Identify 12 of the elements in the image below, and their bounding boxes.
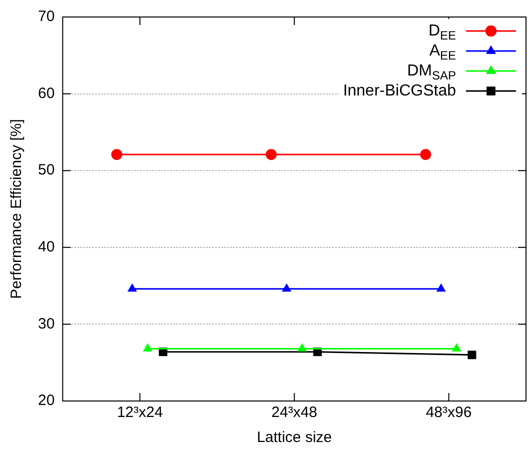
- y-tick-label: 40: [38, 238, 55, 256]
- x-tick-label: 12³x24: [116, 404, 163, 422]
- y-tick-label: 30: [38, 315, 55, 332]
- y-tick-label: 70: [38, 8, 55, 26]
- legend-label: Inner-BiCGStab: [343, 82, 456, 100]
- y-axis-title: Performance Efficiency [%]: [8, 119, 26, 299]
- x-tick-label: 24³x48: [271, 404, 318, 422]
- y-tick-label: 60: [38, 84, 55, 102]
- x-tick-label: 48³x96: [426, 404, 472, 422]
- x-axis-title: Lattice size: [256, 429, 332, 446]
- y-tick-label: 50: [38, 162, 55, 179]
- y-tick-label: 20: [38, 392, 55, 410]
